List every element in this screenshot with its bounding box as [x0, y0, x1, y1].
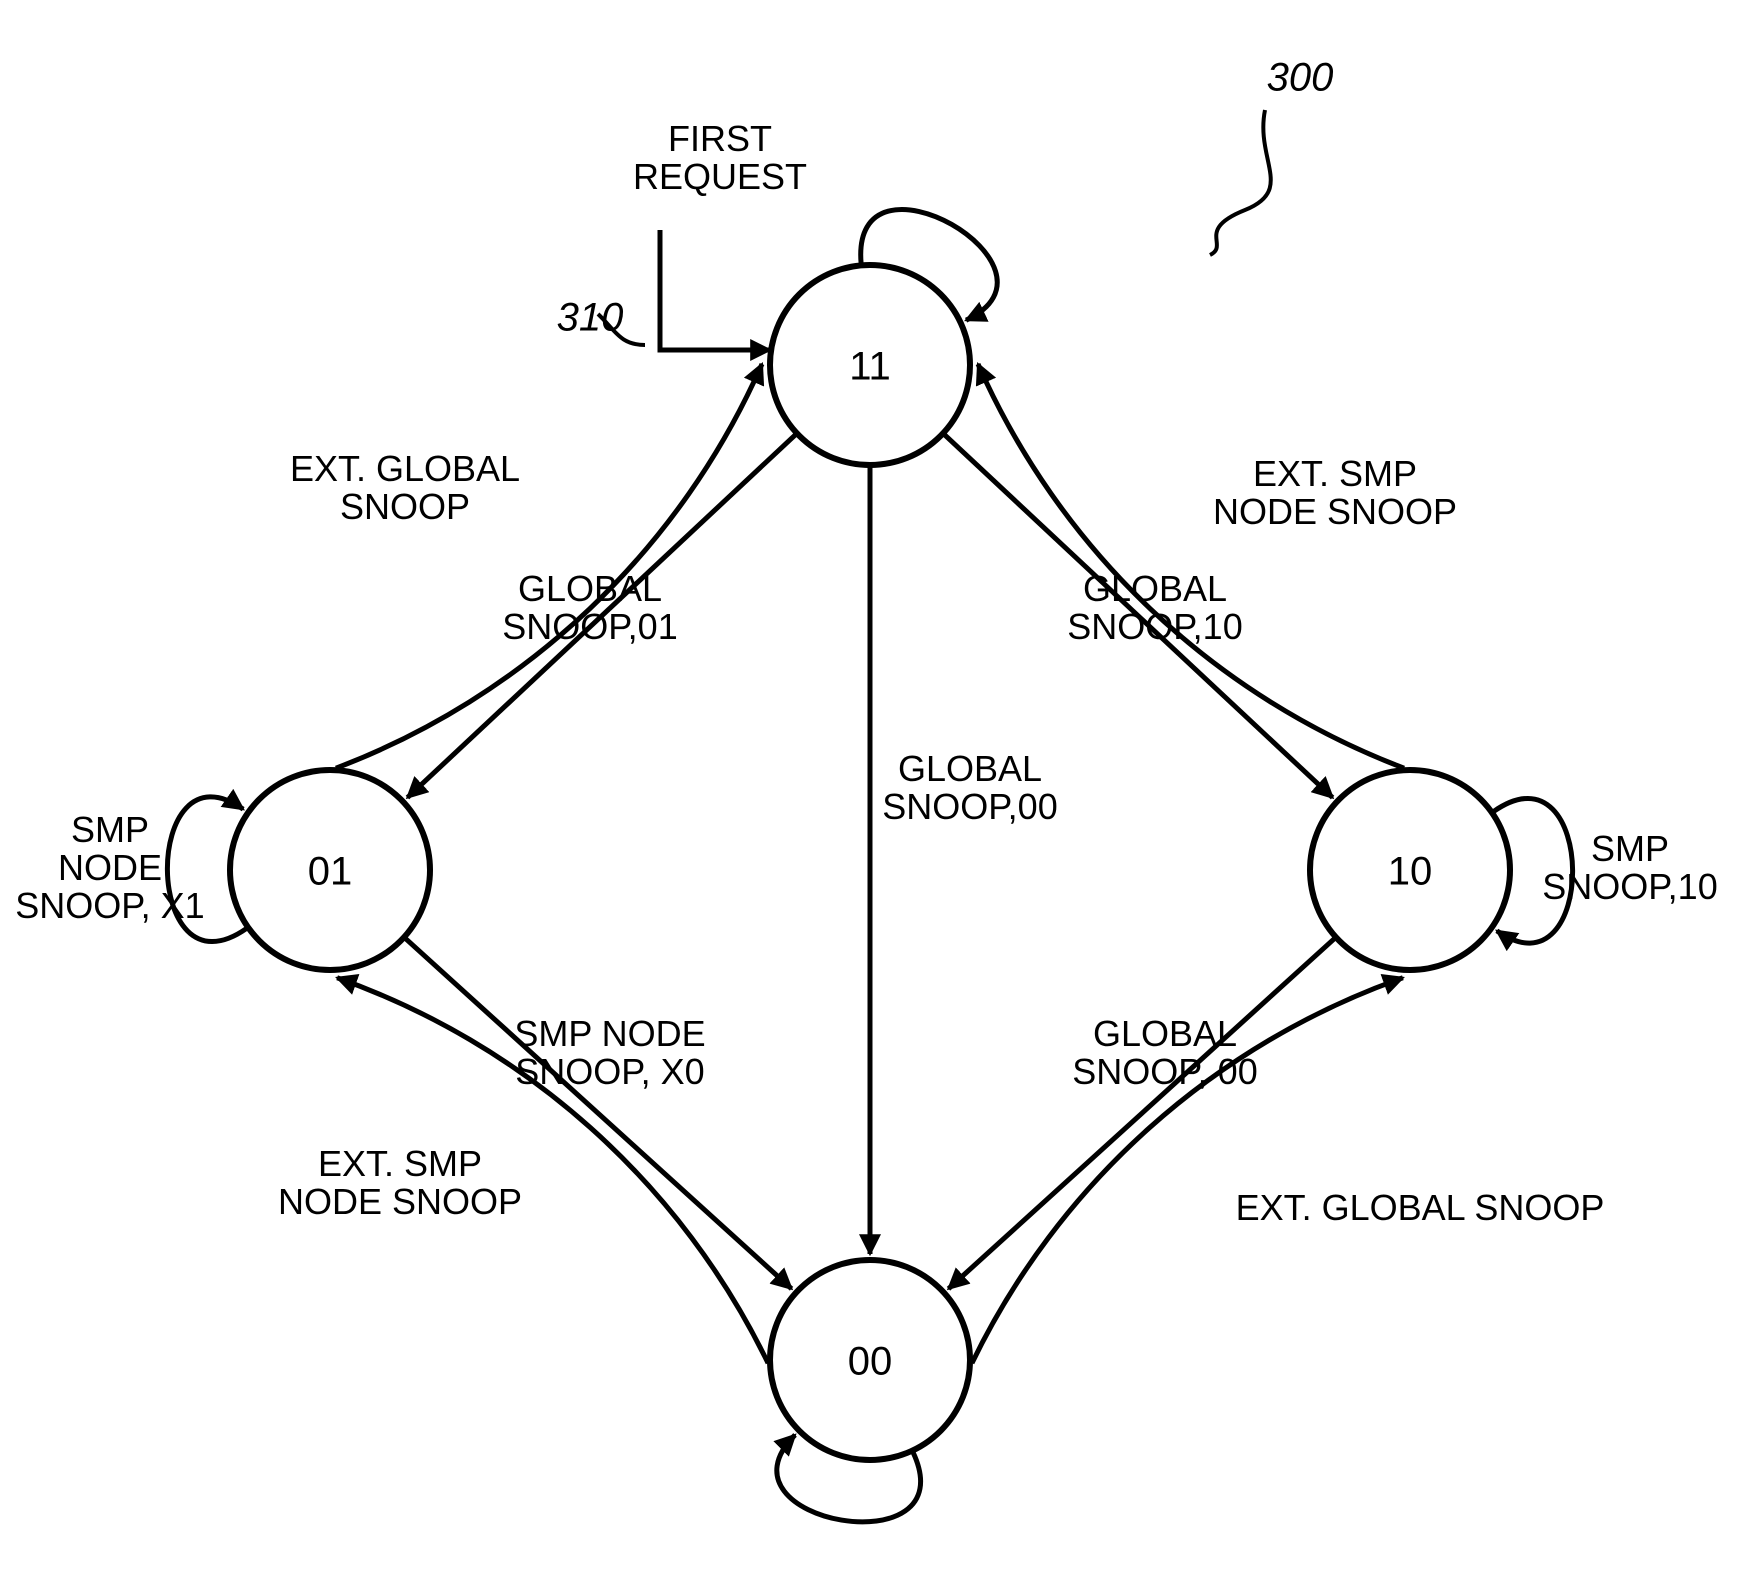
edge-label-s01-s11: EXT. GLOBALSNOOP [290, 448, 520, 527]
edge-label-s11-s10: GLOBALSNOOP,10 [1067, 568, 1242, 647]
edge-label-s10-s11: EXT. SMPNODE SNOOP [1213, 453, 1457, 532]
state-label-01: 01 [308, 850, 353, 894]
entry-arrow [660, 230, 770, 350]
figure-number-pointer [1210, 110, 1271, 255]
edge-label-s10-s00: GLOBALSNOOP, 00 [1072, 1013, 1257, 1092]
edge-label-s00-s01: EXT. SMPNODE SNOOP [278, 1143, 522, 1222]
arc-s01-s11 [336, 364, 762, 768]
edge-label-s01-s00: SMP NODESNOOP, X0 [514, 1013, 705, 1092]
state-label-10: 10 [1388, 850, 1433, 894]
figure-number: 300 [1267, 56, 1334, 100]
state-diagram: GLOBALSNOOP,01GLOBALSNOOP,10GLOBALSNOOP,… [0, 0, 1739, 1585]
edge-label-s00-s10: EXT. GLOBAL SNOOP [1236, 1187, 1605, 1228]
state-label-11: 11 [849, 345, 891, 389]
edge-s10-s00 [948, 939, 1334, 1289]
edge-label-s11-s00: GLOBALSNOOP,00 [882, 748, 1057, 827]
entry-label: FIRSTREQUEST [633, 118, 807, 197]
edge-s01-s00 [406, 939, 792, 1289]
arc-s10-s11 [978, 364, 1404, 768]
state-label-00: 00 [848, 1340, 893, 1384]
